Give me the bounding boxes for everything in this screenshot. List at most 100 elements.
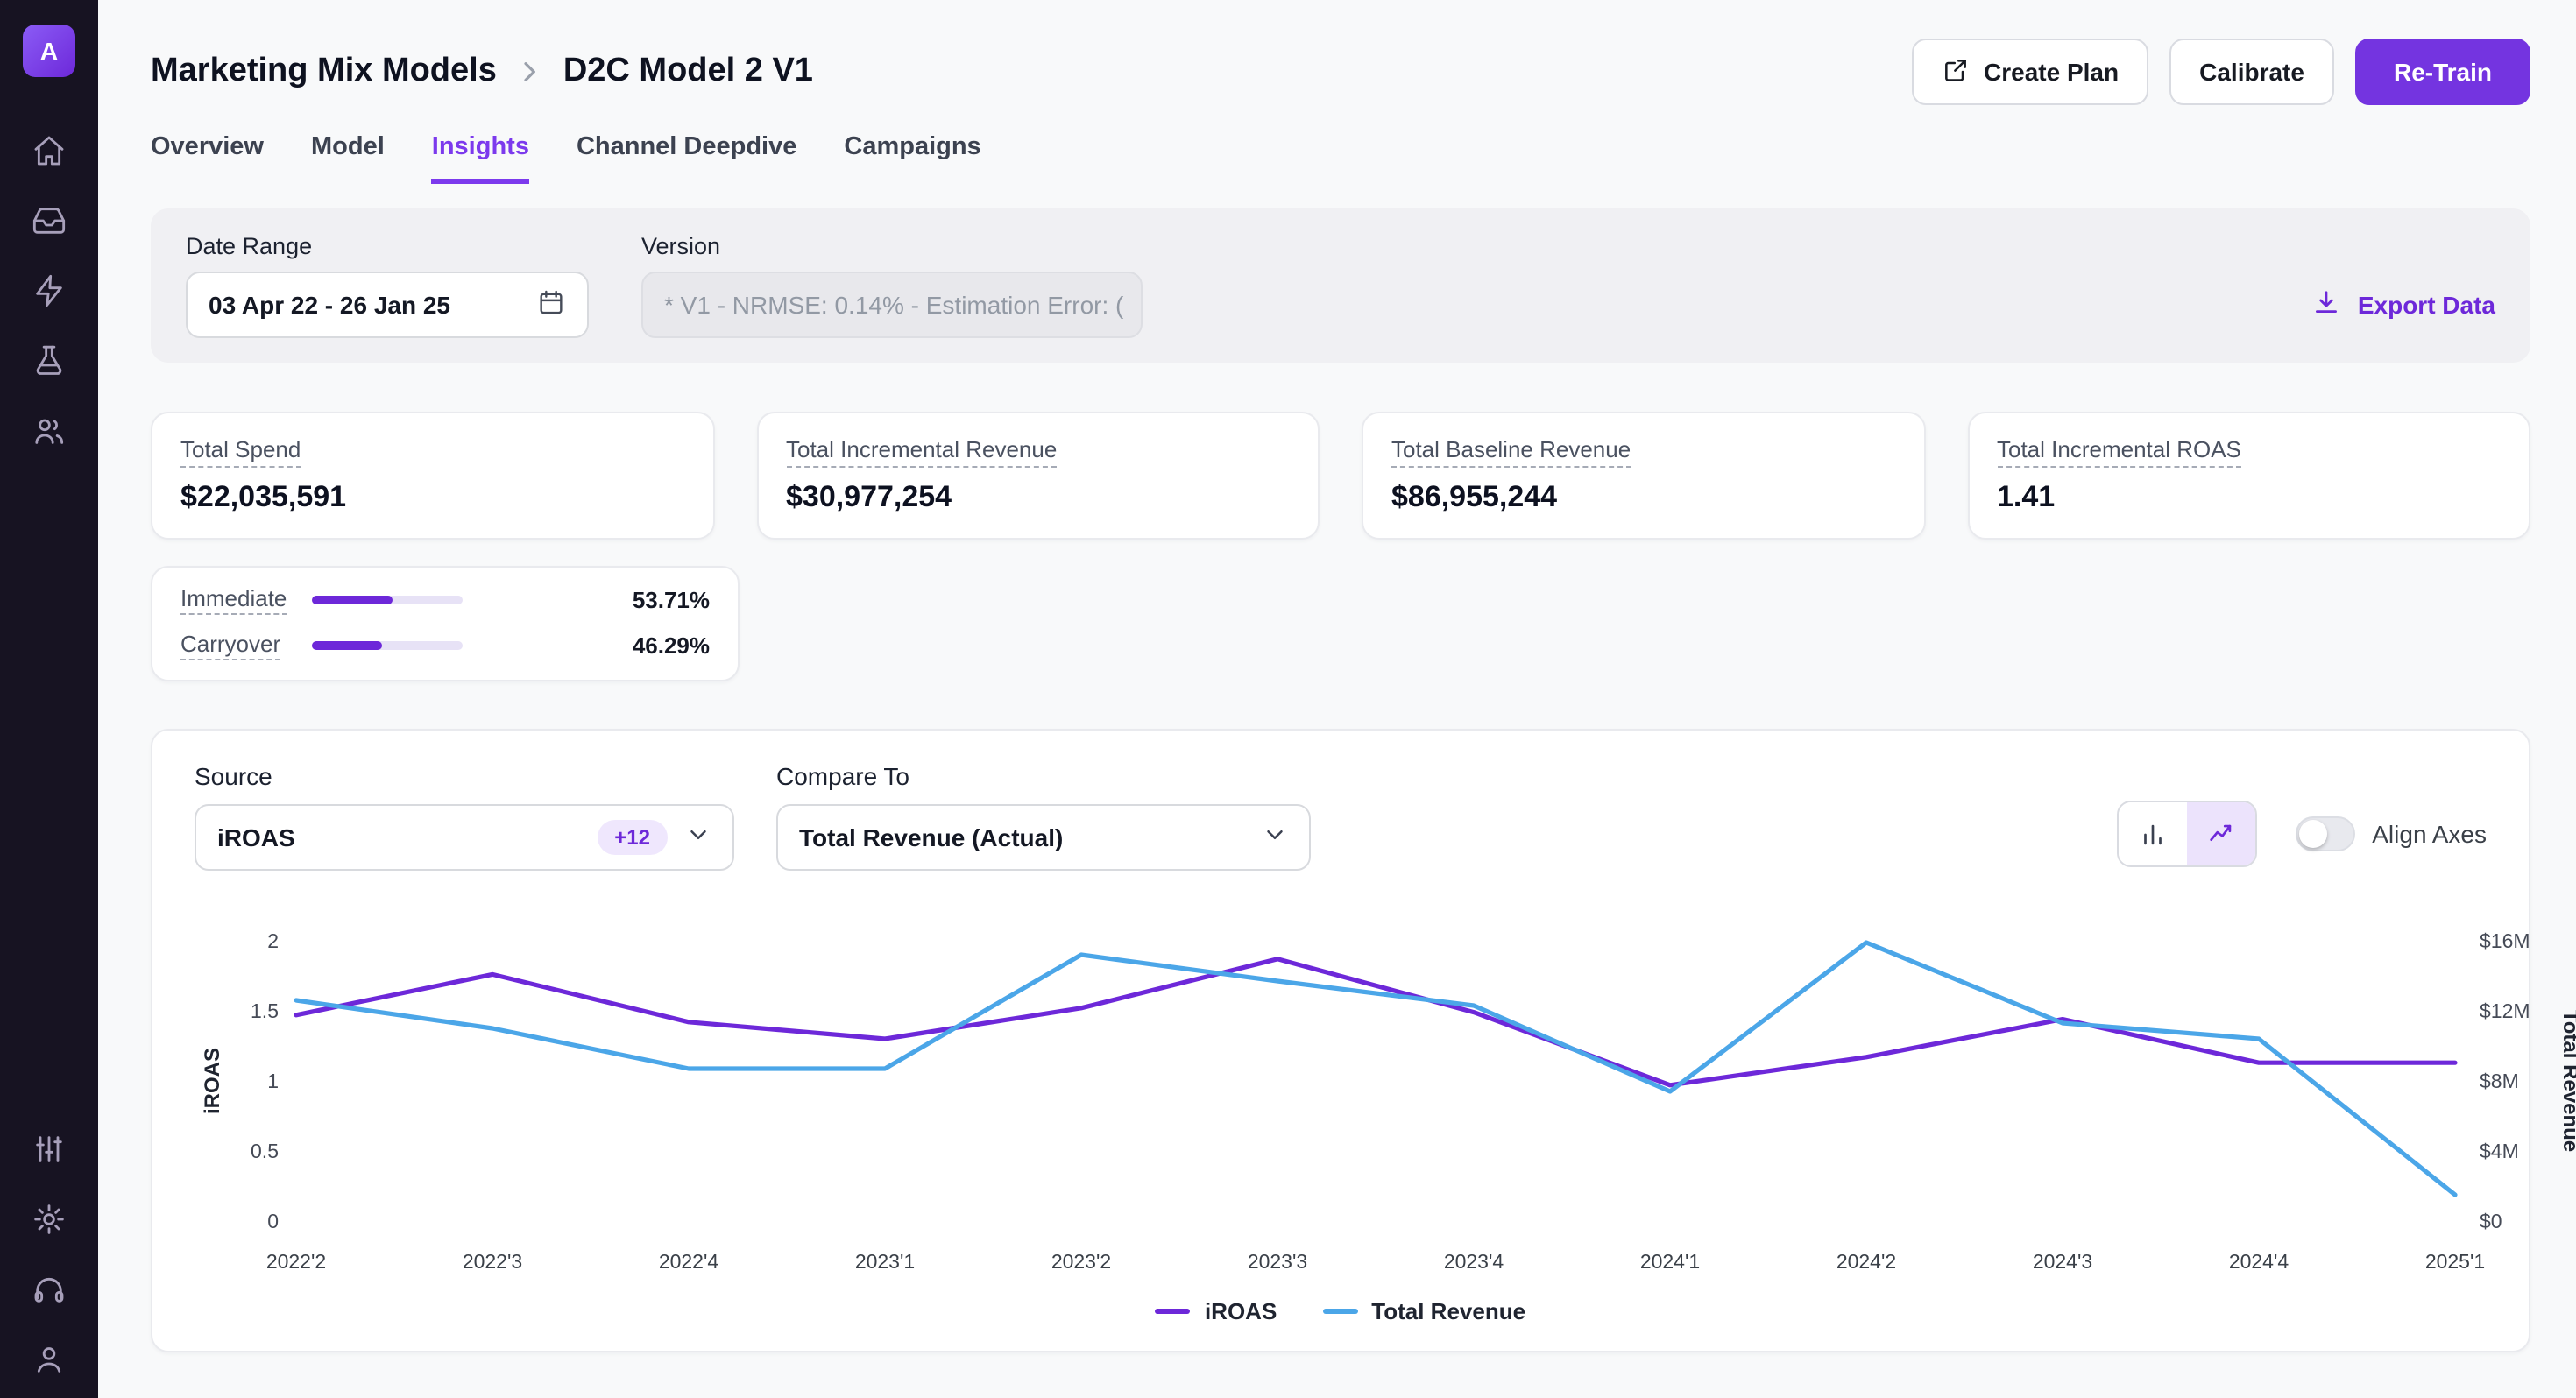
svg-text:$12M: $12M <box>2480 999 2530 1022</box>
version-input: * V1 - NRMSE: 0.14% - Estimation Error: … <box>641 272 1143 338</box>
export-data-button[interactable]: Export Data <box>2312 287 2495 338</box>
source-count-badge: +12 <box>597 820 668 855</box>
kpi-value: $22,035,591 <box>180 480 347 513</box>
source-select[interactable]: iROAS +12 <box>195 804 734 871</box>
svg-text:1: 1 <box>267 1070 279 1092</box>
zap-icon[interactable] <box>32 273 67 308</box>
home-icon[interactable] <box>32 133 67 168</box>
svg-text:0: 0 <box>267 1210 279 1232</box>
support-headphones-icon[interactable] <box>32 1272 67 1307</box>
immediate-bar <box>311 596 463 604</box>
retrain-button[interactable]: Re-Train <box>2354 39 2530 105</box>
carryover-bar <box>311 641 463 650</box>
line-chart-icon-button[interactable] <box>2186 802 2255 865</box>
source-label: Source <box>195 762 272 790</box>
svg-text:2022'4: 2022'4 <box>659 1250 719 1273</box>
date-range-label: Date Range <box>186 233 313 259</box>
compare-value: Total Revenue (Actual) <box>799 823 1064 851</box>
tab-channel-deepdive[interactable]: Channel Deepdive <box>576 133 797 161</box>
svg-text:$8M: $8M <box>2480 1070 2519 1092</box>
version-label: Version <box>641 233 721 259</box>
filter-panel: Date Range 03 Apr 22 - 26 Jan 25 Version… <box>151 208 2530 363</box>
breadcrumb-root[interactable]: Marketing Mix Models <box>151 53 497 89</box>
svg-text:2023'1: 2023'1 <box>855 1250 915 1273</box>
svg-text:2024'3: 2024'3 <box>2033 1250 2092 1273</box>
download-icon <box>2312 287 2342 322</box>
topbar-actions: Create Plan Calibrate Re-Train <box>1912 39 2530 105</box>
inbox-icon[interactable] <box>32 203 67 238</box>
legend-swatch <box>1155 1308 1191 1313</box>
calendar-icon <box>536 287 566 322</box>
tab-model[interactable]: Model <box>311 133 385 161</box>
legend-label: iROAS <box>1204 1297 1277 1324</box>
sliders-icon[interactable] <box>32 1132 67 1167</box>
kpi-value: $30,977,254 <box>786 480 952 513</box>
users-icon[interactable] <box>32 413 67 448</box>
svg-text:2024'1: 2024'1 <box>1640 1250 1700 1273</box>
svg-text:2022'2: 2022'2 <box>266 1250 326 1273</box>
compare-select[interactable]: Total Revenue (Actual) <box>776 804 1311 871</box>
sidebar-bottom <box>32 1132 67 1377</box>
chevron-down-icon <box>1262 822 1288 853</box>
svg-text:2025'1: 2025'1 <box>2425 1250 2485 1273</box>
tab-campaigns[interactable]: Campaigns <box>844 133 981 161</box>
svg-text:$16M: $16M <box>2480 929 2530 952</box>
bar-chart-icon-button[interactable] <box>2118 802 2187 865</box>
kpi-label: Total Spend <box>180 436 301 468</box>
date-range-value: 03 Apr 22 - 26 Jan 25 <box>209 291 451 319</box>
carryover-label: Carryover <box>180 631 281 660</box>
chart-controls: Source iROAS +12 Compare To Total Revenu… <box>195 762 2487 871</box>
svg-text:Total Revenue: Total Revenue <box>2558 1010 2576 1152</box>
version-field: Version * V1 - NRMSE: 0.14% - Estimation… <box>641 233 1143 338</box>
toggle-knob <box>2298 820 2327 848</box>
kpi-label: Total Incremental Revenue <box>786 436 1058 468</box>
legend-item[interactable]: iROAS <box>1155 1297 1277 1324</box>
flask-icon[interactable] <box>32 343 67 378</box>
kpi-total-incremental-revenue: Total Incremental Revenue $30,977,254 <box>756 412 1320 540</box>
tab-overview[interactable]: Overview <box>151 133 264 161</box>
immediate-carryover-card: Immediate 53.71% Carryover 46.29% <box>151 566 740 681</box>
legend-label: Total Revenue <box>1371 1297 1526 1324</box>
topbar: Marketing Mix Models D2C Model 2 V1 Crea… <box>98 0 2576 105</box>
svg-text:2024'2: 2024'2 <box>1836 1250 1896 1273</box>
svg-text:2: 2 <box>267 929 279 952</box>
kpi-total-incremental-roas: Total Incremental ROAS 1.41 <box>1967 412 2530 540</box>
svg-text:$0: $0 <box>2480 1210 2502 1232</box>
align-axes-toggle[interactable] <box>2295 816 2355 851</box>
svg-text:2023'2: 2023'2 <box>1051 1250 1111 1273</box>
calibrate-button[interactable]: Calibrate <box>2169 39 2334 105</box>
svg-text:1.5: 1.5 <box>251 999 279 1022</box>
compare-label: Compare To <box>776 762 910 790</box>
insights-chart[interactable]: 0 0.5 1 1.5 2 $0 $4M $8M $12M $16M 2022'2 2022'3 202… <box>195 913 2576 1284</box>
app-logo[interactable]: A <box>23 25 75 77</box>
svg-text:2022'3: 2022'3 <box>463 1250 522 1273</box>
svg-text:$4M: $4M <box>2480 1140 2519 1162</box>
chart-type-toggle <box>2116 801 2257 867</box>
chevron-down-icon <box>685 822 711 853</box>
compare-control: Compare To Total Revenue (Actual) <box>776 762 1311 871</box>
kpi-label: Total Baseline Revenue <box>1391 436 1631 468</box>
immediate-label: Immediate <box>180 585 287 615</box>
align-axes-control: Align Axes <box>2295 816 2487 851</box>
tab-insights[interactable]: Insights <box>431 133 529 184</box>
sidebar-nav <box>32 133 67 448</box>
create-plan-button[interactable]: Create Plan <box>1912 39 2149 105</box>
svg-text:2024'4: 2024'4 <box>2229 1250 2289 1273</box>
legend-swatch <box>1322 1308 1358 1313</box>
external-link-icon <box>1942 55 1970 88</box>
kpi-total-spend: Total Spend $22,035,591 <box>151 412 714 540</box>
chart-area: 0 0.5 1 1.5 2 $0 $4M $8M $12M $16M 2022'2 2022'3 202… <box>195 913 2576 1330</box>
insights-chart-card: Source iROAS +12 Compare To Total Revenu… <box>151 729 2576 1352</box>
page-title: D2C Model 2 V1 <box>563 53 813 89</box>
svg-text:iROAS: iROAS <box>201 1048 224 1114</box>
legend-item[interactable]: Total Revenue <box>1322 1297 1525 1324</box>
tabs: Overview Model Insights Channel Deepdive… <box>98 105 2576 184</box>
kpi-value: 1.41 <box>1997 480 2056 513</box>
date-range-input[interactable]: 03 Apr 22 - 26 Jan 25 <box>186 272 589 338</box>
account-user-icon[interactable] <box>32 1342 67 1377</box>
settings-gear-icon[interactable] <box>32 1202 67 1237</box>
svg-text:2023'4: 2023'4 <box>1444 1250 1504 1273</box>
svg-text:0.5: 0.5 <box>251 1140 279 1162</box>
version-value: * V1 - NRMSE: 0.14% - Estimation Error: … <box>664 291 1124 319</box>
